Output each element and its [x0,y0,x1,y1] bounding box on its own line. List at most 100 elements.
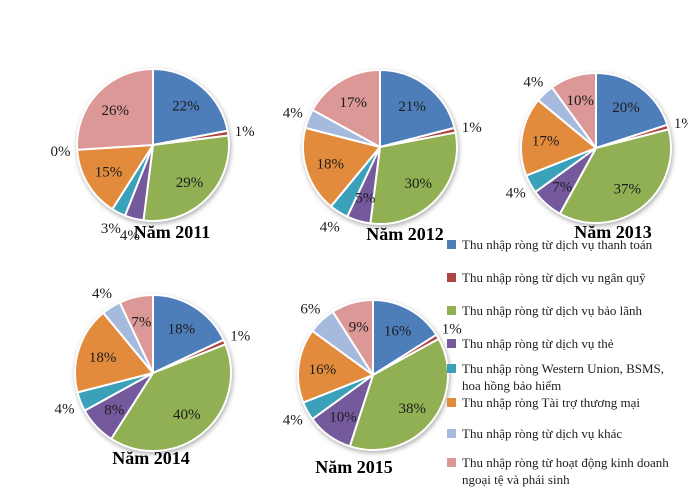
legend-swatch-orange [447,398,456,407]
pie-chart-2015: 16% 1% 38% 10% 4% 16% 6% 9% [283,299,462,451]
percent-label: 17% [532,133,560,149]
percent-label: 4% [92,286,112,302]
percent-label: 10% [566,93,594,109]
legend-item-ngan-quy: Thu nhập ròng từ dịch vụ ngân quỹ [447,269,685,286]
percent-label: 1% [230,328,250,344]
percent-label: 29% [176,175,204,191]
legend-label: Thu nhập ròng từ dịch vụ khác [462,426,623,441]
legend-item-the: Thu nhập ròng từ dịch vụ thẻ [447,335,685,352]
pie-slice [372,299,438,376]
percent-label: 1% [442,322,462,338]
legend-label: Thu nhập ròng từ dịch vụ thẻ [462,336,614,351]
pie-slice [152,294,225,374]
percent-label: 16% [309,362,337,378]
percent-label: 6% [300,302,320,318]
pie-chart-2014: 18% 1% 40% 8% 4% 18% 4% 7% [55,286,250,452]
legend-label: Thu nhập ròng từ dịch vụ ngân quỹ [462,270,646,285]
percent-label: 0% [51,144,71,160]
pie-figure-2013: 20% 1% 37% 7% 4% 17% 4% 10% Năm 2013 [481,33,688,263]
pie-figure-2011: 22% 1% 29% 4% 3% 15% 0% 26% Năm 2011 [38,30,268,260]
pie-chart-2013: 20% 1% 37% 7% 4% 17% 4% 10% [506,72,688,224]
pie-slice [302,126,381,208]
legend-label: Thu nhập ròng Western Union, BSMS, hoa h… [462,361,665,393]
percent-label: 4% [523,75,543,91]
legend-swatch-purple [447,339,456,348]
pie-slice [118,294,154,374]
pie-title-2012: Năm 2012 [366,224,444,244]
percent-label: 18% [89,350,117,366]
percent-label: 17% [340,95,368,111]
pie-slice [110,343,232,452]
pie-slice [348,337,449,451]
percent-label: 18% [168,321,196,337]
legend-swatch-green [447,306,456,315]
percent-label: 5% [355,191,375,207]
percent-label: 4% [283,412,303,428]
percent-label: 3% [101,221,121,237]
percent-label: 37% [614,182,642,198]
legend-item-dich-vu-khac: Thu nhập ròng từ dịch vụ khác [447,425,685,442]
legend-swatch-blue [447,240,456,249]
percent-label: 8% [104,403,124,419]
legend-item-ngoai-te: Thu nhập ròng từ hoạt động kinh doanh ng… [447,454,685,488]
percent-label: 4% [283,106,303,122]
percent-label: 38% [399,401,427,417]
percent-label: 21% [398,99,426,115]
percent-label: 4% [506,185,526,201]
pie-title-2014: Năm 2014 [112,448,190,468]
percent-label: 7% [131,314,151,330]
pie-slice [297,329,374,404]
pie-chart-2011: 22% 1% 29% 4%3% 15% 0% 26% [51,68,255,244]
percent-label: 22% [172,98,200,114]
percent-label: 4% [120,228,140,244]
legend: Thu nhập ròng từ dịch vụ thanh toán Thu … [447,236,685,504]
legend-item-tai-tro: Thu nhập ròng Tài trợ thương mại [447,394,685,411]
percent-label: 30% [404,176,432,192]
pie-slice [595,72,669,149]
legend-swatch-lavender [447,429,456,438]
percent-label: 7% [552,180,572,196]
legend-label: Thu nhập ròng từ hoạt động kinh doanh ng… [462,455,669,487]
legend-swatch-red [447,273,456,282]
legend-swatch-teal [447,364,456,373]
legend-label: Thu nhập ròng từ dịch vụ thanh toán [462,237,653,252]
legend-item-thanh-toan: Thu nhập ròng từ dịch vụ thanh toán [447,236,685,253]
pie-slice [74,311,154,394]
legend-swatch-pink [447,458,456,467]
percent-label: 20% [612,100,640,116]
percent-label: 1% [462,120,482,136]
pie-slice [550,72,597,149]
percent-label: 4% [320,220,340,236]
pie-slice [520,99,597,177]
pie-slice [369,131,459,225]
pie-slice [76,68,154,151]
pie-slice [152,68,229,146]
percent-label: 26% [102,103,130,119]
percent-label: 1% [235,124,255,140]
percent-label: 18% [316,156,344,172]
pie-slice [379,69,456,148]
percent-label: 15% [95,165,123,181]
pie-slice [558,128,672,224]
legend-item-bao-lanh: Thu nhập ròng từ dịch vụ bảo lãnh [447,302,685,319]
pie-title-2013: Năm 2013 [574,222,652,242]
percent-label: 4% [55,401,75,417]
percent-label: 16% [384,324,412,340]
pie-title-2011: Năm 2011 [133,222,211,242]
pie-slice [142,134,230,222]
pie-chart-2012: 21% 1% 30% 5% 4% 18% 4% 17% [283,69,482,236]
pie-slice [311,69,381,148]
pie-slice [76,144,154,211]
pie-figure-2012: 21% 1% 30% 5% 4% 18% 4% 17% Năm 2012 [265,32,495,262]
legend-label: Thu nhập ròng từ dịch vụ bảo lãnh [462,303,642,318]
pie-slice [331,299,374,376]
legend-label: Thu nhập ròng Tài trợ thương mại [462,395,640,410]
percent-label: 9% [349,319,369,335]
legend-item-western-union: Thu nhập ròng Western Union, BSMS, hoa h… [447,360,685,394]
pie-figure-2015: 16% 1% 38% 10% 4% 16% 6% 9% Năm 2015 [258,260,488,490]
pie-title-2015: Năm 2015 [315,457,393,477]
percent-label: 40% [173,407,201,423]
percent-label: 1% [674,116,688,132]
pie-figure-2014: 18% 1% 40% 8% 4% 18% 4% 7% Năm 2014 [38,258,268,488]
percent-label: 10% [329,410,357,426]
